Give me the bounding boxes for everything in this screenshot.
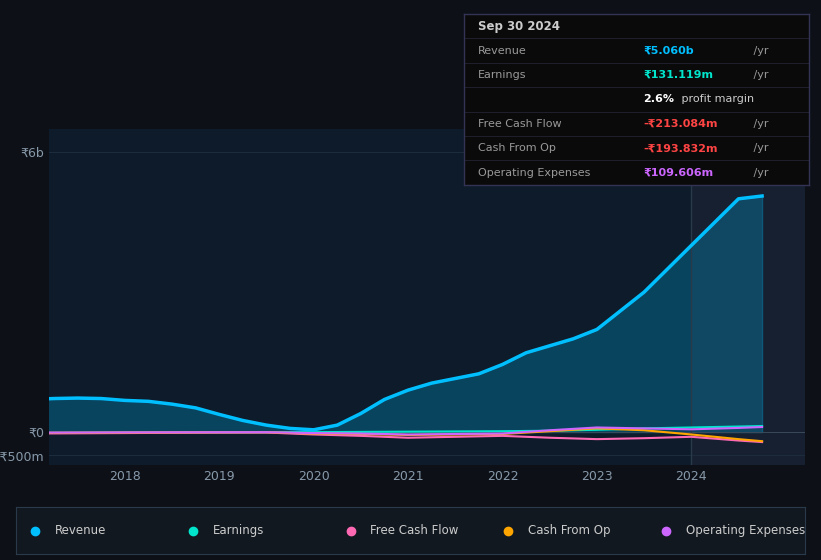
Text: /yr: /yr [750, 119, 768, 129]
Text: ₹109.606m: ₹109.606m [643, 167, 713, 178]
Text: profit margin: profit margin [677, 95, 754, 104]
Bar [691, 129, 805, 465]
Text: Earnings: Earnings [478, 70, 526, 80]
Text: Operating Expenses: Operating Expenses [478, 167, 590, 178]
Text: -₹213.084m: -₹213.084m [643, 119, 718, 129]
Text: Sep 30 2024: Sep 30 2024 [478, 20, 560, 32]
Text: -₹193.832m /yr: -₹193.832m /yr [643, 143, 758, 153]
Text: /yr: /yr [750, 45, 768, 55]
Text: ₹131.119m: ₹131.119m [643, 70, 713, 80]
Text: /yr: /yr [750, 167, 768, 178]
Text: 2.6%: 2.6% [643, 95, 674, 104]
Text: -₹213.084m /yr: -₹213.084m /yr [643, 119, 758, 129]
Text: Cash From Op: Cash From Op [478, 143, 556, 153]
Text: Revenue: Revenue [478, 45, 526, 55]
Text: /yr: /yr [750, 143, 768, 153]
Text: Earnings: Earnings [213, 524, 264, 537]
Text: Operating Expenses: Operating Expenses [686, 524, 805, 537]
Text: Free Cash Flow: Free Cash Flow [478, 119, 562, 129]
Text: Revenue: Revenue [55, 524, 107, 537]
Text: Free Cash Flow: Free Cash Flow [370, 524, 459, 537]
Text: ₹5.060b: ₹5.060b [643, 45, 694, 55]
Text: ₹131.119m /yr: ₹131.119m /yr [643, 70, 754, 80]
Text: ₹109.606m /yr: ₹109.606m /yr [643, 167, 754, 178]
Text: -₹193.832m: -₹193.832m [643, 143, 718, 153]
Text: Cash From Op: Cash From Op [528, 524, 611, 537]
Text: ₹5.060b /yr: ₹5.060b /yr [643, 45, 736, 55]
Text: /yr: /yr [750, 70, 768, 80]
